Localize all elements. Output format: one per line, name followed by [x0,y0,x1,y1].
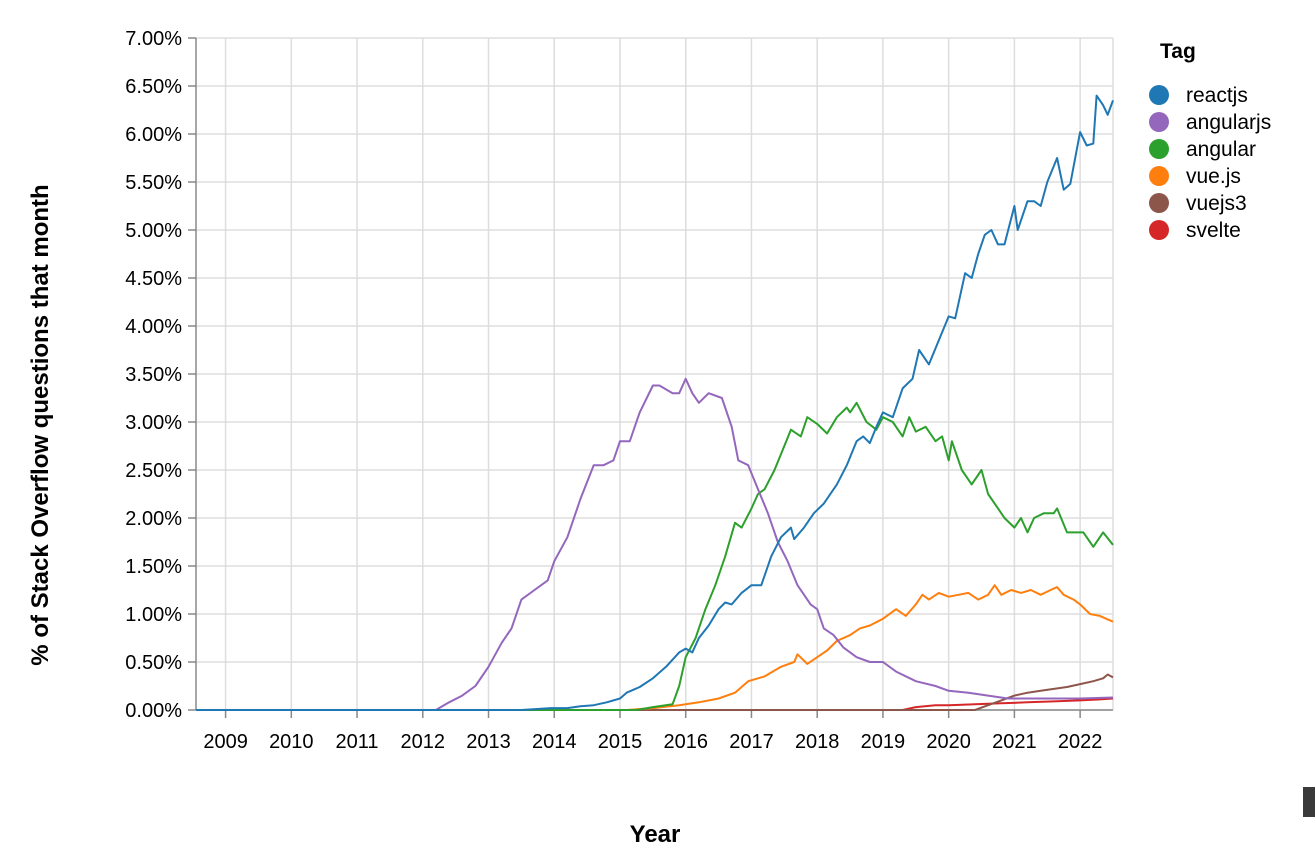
y-tick-label: 0.50% [125,652,182,674]
legend-label: angularjs [1186,111,1271,134]
series-line-vue-js [196,584,1114,711]
y-tick-label: 2.00% [125,508,182,530]
x-tick-label: 2012 [401,731,446,753]
legend-label: svelte [1186,219,1241,242]
y-tick-label: 1.50% [125,556,182,578]
x-axis-title: Year [630,821,681,845]
legend-label: angular [1186,138,1256,161]
y-tick-label: 5.50% [125,172,182,194]
y-tick-label: 2.50% [125,460,182,482]
series-lines [196,94,1114,711]
x-tick-label: 2016 [663,731,708,753]
y-tick-label: 7.00% [125,28,182,50]
legend-label: reactjs [1186,84,1248,107]
series-line-vuejs3 [196,673,1114,711]
y-tick-label: 1.00% [125,604,182,626]
legend-label: vuejs3 [1186,192,1247,215]
legend-title: Tag [1160,40,1196,63]
x-tick-label: 2011 [336,731,379,753]
series-line-angular [196,401,1114,711]
legend: Tag reactjs angularjs angular vue.js vuejs3 s… [1149,40,1271,242]
x-tick-label: 2015 [598,731,643,753]
y-tick-label: 0.00% [125,700,182,722]
x-tick-label: 2010 [269,731,314,753]
x-tick-label: 2018 [795,731,840,753]
legend-label: vue.js [1186,165,1241,188]
series-line-reactjs [196,94,1114,711]
x-tick-label: 2014 [532,731,577,753]
x-tick-label: 2022 [1058,731,1103,753]
y-axis-title: % of Stack Overflow questions that month [27,184,54,665]
y-tick-label: 6.00% [125,124,182,146]
legend-swatch [1149,85,1169,105]
series-line-angularjs [196,377,1114,711]
legend-swatch [1149,139,1169,159]
legend-swatch [1149,193,1169,213]
legend-items: reactjs angularjs angular vue.js vuejs3 svelt… [1149,84,1271,242]
x-tick-label: 2017 [729,731,774,753]
y-tick-label: 6.50% [125,76,182,98]
y-tick-label: 4.50% [125,268,182,290]
x-tick-label: 2009 [203,731,248,753]
legend-swatch [1149,166,1169,186]
grid-lines [196,37,1114,711]
y-tick-label: 4.00% [125,316,182,338]
y-tick-label: 5.00% [125,220,182,242]
series-line-svelte [196,697,1114,711]
axes: 0.00% 0.50% 1.00% 1.50% 2.00% 2.50% 3.00% 3.50%… [125,28,1113,753]
legend-swatch [1149,220,1169,240]
x-tick-label: 2020 [926,731,971,753]
y-tick-label: 3.50% [125,364,182,386]
x-tick-label: 2013 [466,731,511,753]
x-tick-label: 2019 [861,731,906,753]
scrollbar-thumb[interactable] [1303,787,1315,817]
y-tick-label: 3.00% [125,412,182,434]
x-tick-label: 2021 [992,731,1037,753]
legend-swatch [1149,112,1169,132]
